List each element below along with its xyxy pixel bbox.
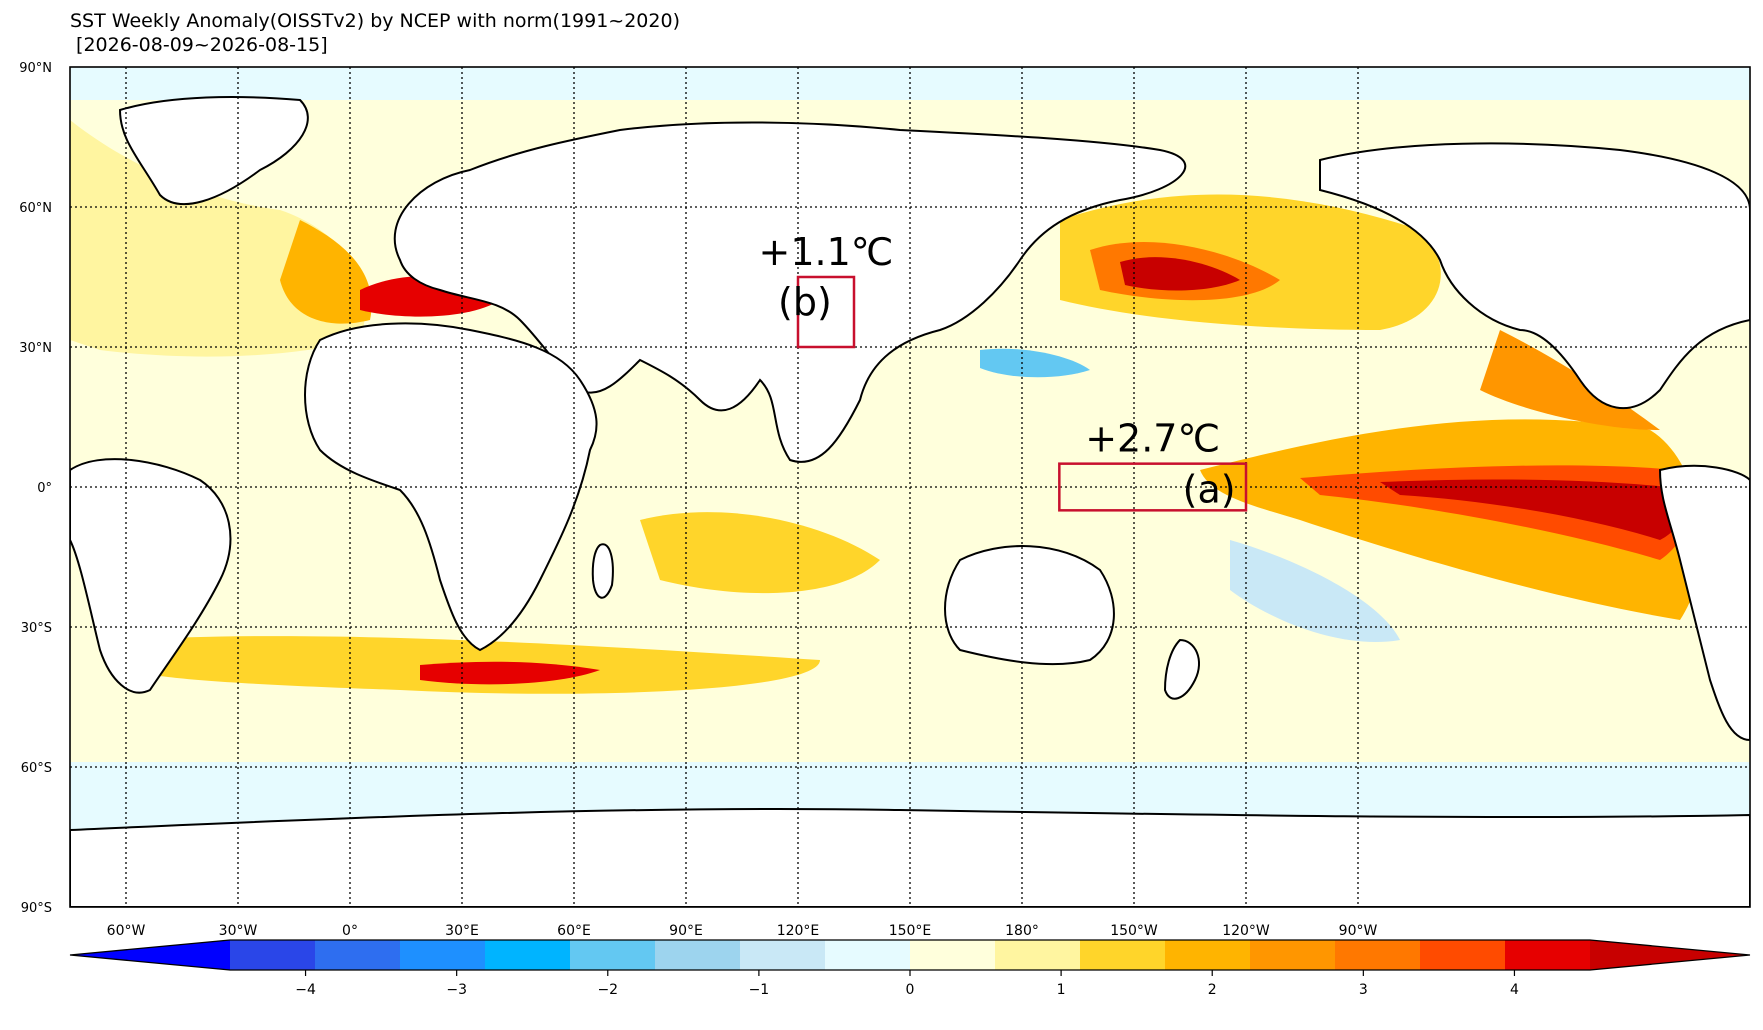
longitude-tick-label: 0° xyxy=(342,923,358,939)
west-pacific-cool-patch xyxy=(980,348,1090,378)
longitude-tick-label: 90°W xyxy=(1339,923,1378,939)
colorbar-max-extend xyxy=(1590,940,1750,970)
colorbar-segment xyxy=(400,940,486,970)
south-atlantic-warm-core xyxy=(420,661,600,685)
longitude-labels: 60°W 30°W 0° 30°E 60°E 90°E 120°E 150°E 180° 150°… xyxy=(107,923,1378,939)
colorbar-tick-label: 4 xyxy=(1510,982,1519,998)
colorbar-tick-label: 0 xyxy=(906,982,915,998)
colorbar-outline xyxy=(69,939,1751,971)
longitude-tick-label: 150°W xyxy=(1110,923,1158,939)
colorbar-segment xyxy=(570,940,656,970)
latitude-tick-label: 30°S xyxy=(21,621,52,636)
landmass-south-america xyxy=(70,458,232,694)
colorbar-tick-label: 1 xyxy=(1057,982,1066,998)
longitude-tick-label: 60°E xyxy=(557,923,591,939)
region-anomaly-a: +2.7℃ xyxy=(1085,417,1220,461)
latitude-tick-label: 90°S xyxy=(21,901,52,916)
region-box-b xyxy=(796,275,856,349)
latitude-tick-label: 0° xyxy=(37,481,52,496)
enso-warm-peak xyxy=(1380,479,1684,540)
colorbar-tick-label: −2 xyxy=(597,982,618,998)
colorbar-segment xyxy=(315,940,401,970)
colorbar-segment xyxy=(485,940,571,970)
chart-title: SST Weekly Anomaly(OISSTv2) by NCEP with… xyxy=(70,10,680,32)
landmass-south-america-east xyxy=(1658,464,1750,742)
colorbar-tick-label: 3 xyxy=(1359,982,1368,998)
colorbar-min-extend xyxy=(70,940,230,970)
longitude-tick-label: 90°E xyxy=(669,923,703,939)
colorbar-segment xyxy=(740,940,826,970)
region-annotations: +2.7℃ (a) +1.1℃ (b) xyxy=(759,230,1236,511)
colorbar: −4 −3 −2 −1 0 1 2 3 4 xyxy=(69,939,1751,998)
region-anomaly-b: +1.1℃ xyxy=(759,230,894,274)
longitude-tick-label: 60°W xyxy=(107,923,146,939)
warm-north-atlantic-core xyxy=(280,220,372,324)
colorbar-segment xyxy=(910,940,996,970)
colorbar-segment xyxy=(655,940,741,970)
longitude-tick-label: 150°E xyxy=(889,923,932,939)
region-label-a: (a) xyxy=(1183,467,1236,511)
colorbar-tick-label: −1 xyxy=(749,982,770,998)
colorbar-tick-label: −4 xyxy=(295,982,316,998)
landmass-new-zealand xyxy=(1163,638,1200,700)
region-box-a xyxy=(1058,462,1248,512)
latitude-tick-label: 60°N xyxy=(19,201,52,216)
warm-north-pacific-peak xyxy=(1120,257,1240,291)
colorbar-segment xyxy=(995,940,1081,970)
colorbar-tick-label: −3 xyxy=(446,982,467,998)
latitude-tick-label: 30°N xyxy=(19,341,52,356)
map-gridlines xyxy=(70,67,1750,907)
colorbar-segment xyxy=(1420,940,1506,970)
landmass-greenland xyxy=(118,96,309,206)
colorbar-tick-label: 2 xyxy=(1208,982,1217,998)
landmass-madagascar xyxy=(591,543,614,599)
colorbar-segment xyxy=(1335,940,1421,970)
continents xyxy=(70,96,1750,907)
latitude-labels: 90°N 60°N 30°N 0° 30°S 60°S 90°S xyxy=(19,61,52,916)
longitude-tick-label: 180° xyxy=(1005,923,1039,939)
longitude-tick-label: 30°E xyxy=(445,923,479,939)
map-frame xyxy=(69,66,1751,908)
latitude-tick-label: 90°N xyxy=(19,61,52,76)
longitude-tick-label: 120°E xyxy=(777,923,820,939)
landmass-australia xyxy=(944,545,1115,666)
region-label-b: (b) xyxy=(778,280,832,324)
landmass-north-america xyxy=(1319,142,1750,409)
latitude-tick-label: 60°S xyxy=(21,761,52,776)
highlight-regions xyxy=(796,275,1248,512)
colorbar-segment xyxy=(1080,940,1166,970)
colorbar-segment xyxy=(230,940,316,970)
central-pacific-cool-area xyxy=(1230,540,1400,642)
longitude-tick-label: 30°W xyxy=(219,923,258,939)
colorbar-segment xyxy=(825,940,911,970)
indian-ocean-warm xyxy=(640,512,880,594)
colorbar-segment xyxy=(1250,940,1336,970)
colorbar-segment xyxy=(1505,940,1591,970)
longitude-tick-label: 120°W xyxy=(1222,923,1270,939)
colorbar-segment xyxy=(1165,940,1251,970)
date-range: [2026-08-09~2026-08-15] xyxy=(70,34,328,56)
